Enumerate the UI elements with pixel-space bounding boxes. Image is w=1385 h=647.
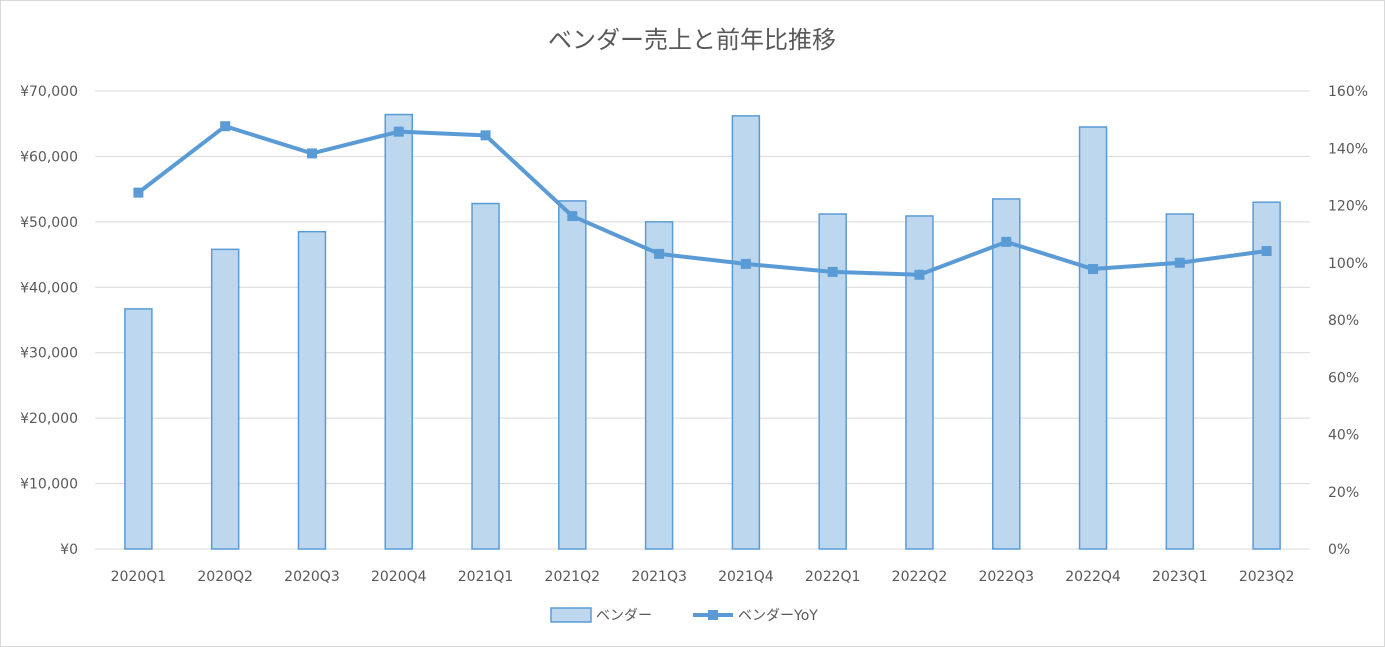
- bar: [1078, 126, 1108, 550]
- line-marker: [306, 148, 317, 159]
- line-marker: [133, 187, 144, 198]
- x-tick-label: 2023Q1: [1152, 569, 1208, 585]
- y-left-tick-label: ¥0: [60, 542, 78, 558]
- y-right-tick-label: 0%: [1328, 542, 1350, 558]
- y-left-tick-label: ¥50,000: [20, 215, 78, 231]
- y-right-tick-label: 20%: [1328, 485, 1359, 501]
- line-marker: [654, 248, 665, 259]
- bar: [124, 308, 153, 550]
- y-right-tick-label: 80%: [1328, 313, 1359, 329]
- x-tick-label: 2020Q4: [371, 569, 427, 585]
- x-tick-label: 2022Q4: [1065, 569, 1121, 585]
- y-axis-left: ¥0 ¥10,000 ¥20,000 ¥30,000 ¥40,000 ¥50,000 ¥60…: [20, 84, 78, 558]
- line-marker: [740, 258, 751, 269]
- legend-swatch-bar: [550, 607, 592, 623]
- line-marker: [1261, 246, 1272, 257]
- y-right-tick-label: 100%: [1328, 256, 1368, 272]
- x-tick-label: 2021Q3: [631, 569, 687, 585]
- y-left-tick-label: ¥10,000: [20, 477, 78, 493]
- y-right-tick-label: 40%: [1328, 428, 1359, 444]
- bar: [818, 213, 847, 550]
- y-left-tick-label: ¥20,000: [20, 411, 78, 427]
- x-tick-label: 2023Q2: [1239, 569, 1295, 585]
- chart-title: ベンダー売上と前年比推移: [548, 26, 836, 54]
- bar: [210, 248, 240, 550]
- legend-marker-line: [708, 610, 718, 620]
- line-marker: [827, 266, 838, 277]
- y-left-tick-label: ¥40,000: [20, 280, 78, 296]
- bar: [297, 230, 327, 550]
- x-tick-label: 2021Q2: [545, 569, 601, 585]
- line-marker: [1001, 236, 1012, 247]
- legend: ベンダー ベンダーYoY: [550, 607, 818, 624]
- line-marker: [567, 211, 578, 222]
- bar: [905, 215, 934, 550]
- bar: [558, 200, 587, 550]
- bar: [1165, 213, 1195, 550]
- y-left-tick-label: ¥70,000: [20, 84, 78, 100]
- y-right-tick-label: 120%: [1328, 199, 1368, 215]
- x-tick-label: 2022Q2: [892, 569, 948, 585]
- y-right-tick-label: 60%: [1328, 370, 1359, 386]
- y-right-tick-label: 160%: [1328, 84, 1368, 100]
- line-marker: [1174, 257, 1185, 268]
- line-marker: [393, 126, 404, 137]
- bar: [1252, 201, 1281, 550]
- legend-label-line: ベンダーYoY: [738, 608, 818, 624]
- line-marker: [914, 269, 925, 280]
- x-tick-label: 2021Q4: [718, 569, 774, 585]
- x-tick-label: 2022Q3: [978, 569, 1034, 585]
- x-tick-label: 2020Q1: [111, 569, 167, 585]
- x-tick-label: 2020Q2: [197, 569, 253, 585]
- gridlines: [95, 90, 1310, 550]
- bar: [731, 115, 761, 550]
- bar: [384, 113, 413, 550]
- bar: [644, 221, 674, 550]
- y-right-tick-label: 140%: [1328, 141, 1368, 157]
- line-series: [133, 121, 1272, 280]
- line-path: [136, 124, 1269, 277]
- x-tick-label: 2022Q1: [805, 569, 861, 585]
- bar: [992, 198, 1021, 550]
- bar-series: [124, 113, 1281, 550]
- line-marker: [480, 130, 491, 141]
- y-left-tick-label: ¥60,000: [20, 149, 78, 165]
- bar: [471, 202, 500, 550]
- x-tick-label: 2021Q1: [458, 569, 514, 585]
- x-tick-label: 2020Q3: [284, 569, 340, 585]
- y-axis-right: 0% 20% 40% 60% 80% 100% 120% 140% 160%: [1328, 84, 1368, 558]
- line-marker: [1088, 264, 1099, 275]
- legend-label-bar: ベンダー: [596, 608, 652, 624]
- y-left-tick-label: ¥30,000: [20, 346, 78, 362]
- x-axis: 2020Q1 2020Q2 2020Q3 2020Q4 2021Q1 2021Q2 2021…: [111, 569, 1295, 585]
- line-marker: [220, 121, 231, 132]
